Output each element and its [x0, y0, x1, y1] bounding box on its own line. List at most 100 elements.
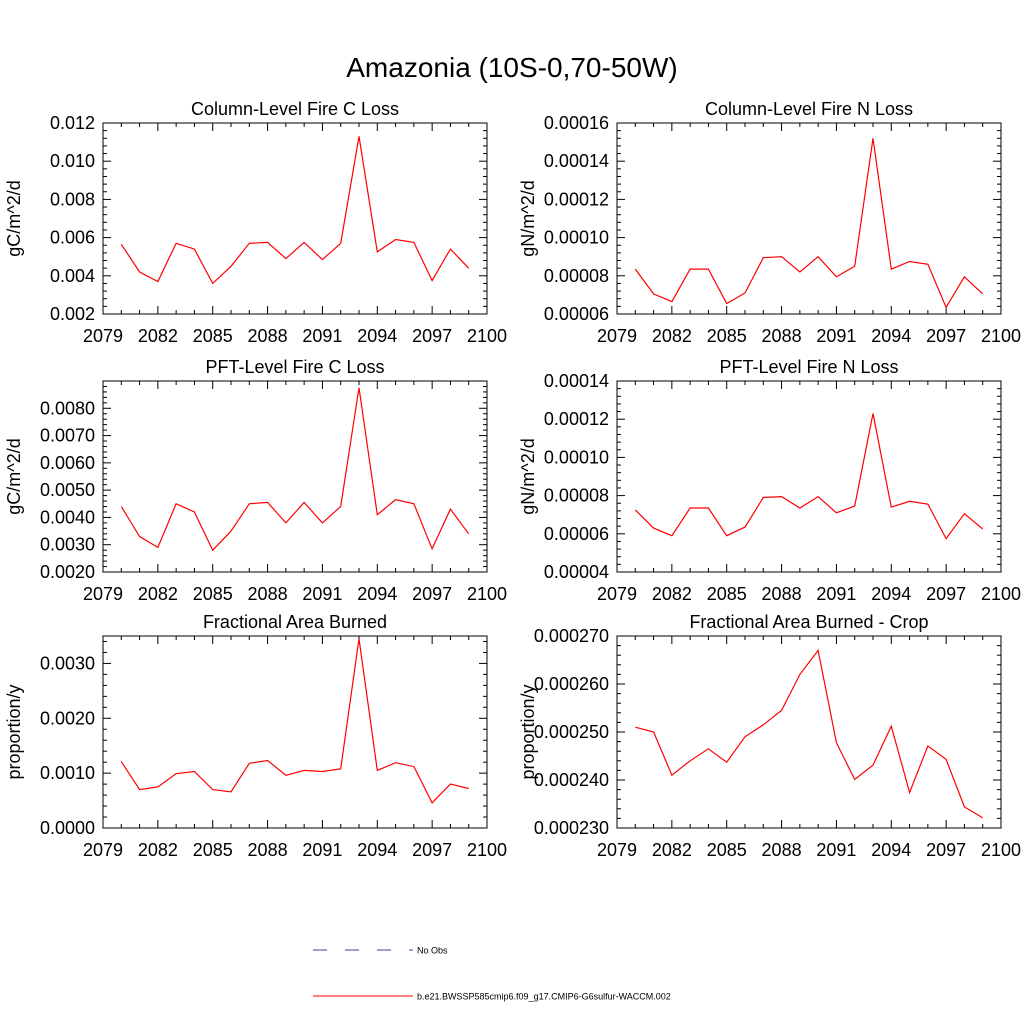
y-tick-label: 0.006: [50, 228, 95, 248]
series-line: [635, 648, 984, 819]
x-tick-label: 2079: [597, 326, 637, 346]
legend-label-2: b.e21.BWSSP585cmip6.f09_g17.CMIP6-G6sulf…: [417, 992, 671, 1002]
chart-panel-6: Fractional Area Burned - Crop proportion/…: [518, 612, 1021, 860]
series-line: [120, 136, 470, 285]
y-tick-label: 0.000240: [534, 770, 609, 790]
y-axis-label: gN/m^2/d: [518, 180, 538, 256]
figure-title: Amazonia (10S-0,70-50W): [346, 52, 677, 83]
x-tick-label: 2079: [83, 584, 123, 604]
x-tick-label: 2097: [412, 584, 452, 604]
x-tick-label: 2094: [357, 584, 397, 604]
plot-frame: [616, 122, 1002, 315]
x-tick-label: 2091: [302, 584, 342, 604]
x-tick-label: 2097: [926, 326, 966, 346]
x-tick-label: 2082: [652, 840, 692, 860]
x-tick-label: 2085: [707, 326, 747, 346]
x-tick-label: 2082: [138, 840, 178, 860]
plot-frame: [102, 380, 488, 573]
y-tick-label: 0.00006: [544, 304, 609, 324]
y-tick-label: 0.0050: [40, 480, 95, 500]
y-tick-label: 0.0040: [40, 507, 95, 527]
y-tick-label: 0.00010: [544, 447, 609, 467]
chart-title: PFT-Level Fire C Loss: [205, 357, 384, 377]
x-tick-label: 2085: [707, 840, 747, 860]
y-tick-label: 0.00008: [544, 266, 609, 286]
x-tick-label: 2079: [597, 840, 637, 860]
x-tick-label: 2091: [302, 326, 342, 346]
x-tick-label: 2097: [412, 326, 452, 346]
x-tick-label: 2091: [816, 584, 856, 604]
x-tick-label: 2100: [467, 326, 507, 346]
y-tick-label: 0.00008: [544, 486, 609, 506]
x-tick-label: 2088: [762, 584, 802, 604]
plot-frame: [102, 122, 488, 315]
x-tick-label: 2097: [926, 584, 966, 604]
x-tick-label: 2094: [357, 840, 397, 860]
y-tick-label: 0.000260: [534, 674, 609, 694]
x-tick-label: 2094: [871, 584, 911, 604]
y-tick-label: 0.00010: [544, 228, 609, 248]
x-tick-label: 2094: [871, 326, 911, 346]
legend: No Obs b.e21.BWSSP585cmip6.f09_g17.CMIP6-…: [313, 946, 671, 1002]
y-tick-label: 0.000250: [534, 722, 609, 742]
x-tick-label: 2100: [467, 584, 507, 604]
series-line: [120, 387, 470, 552]
x-tick-label: 2082: [652, 584, 692, 604]
x-tick-label: 2088: [248, 326, 288, 346]
chart-title: Fractional Area Burned: [203, 612, 387, 632]
plot-frame: [616, 380, 1002, 573]
y-axis-label: proportion/y: [4, 684, 24, 779]
y-tick-label: 0.0080: [40, 398, 95, 418]
series-line: [634, 138, 984, 309]
x-tick-label: 2088: [762, 840, 802, 860]
x-tick-label: 2085: [193, 840, 233, 860]
y-tick-label: 0.004: [50, 266, 95, 286]
x-tick-label: 2079: [83, 326, 123, 346]
y-tick-label: 0.012: [50, 113, 95, 133]
y-axis-label: gN/m^2/d: [518, 438, 538, 514]
x-tick-label: 2097: [412, 840, 452, 860]
chart-panel-4: PFT-Level Fire N Loss gN/m^2/d 2079 2082 208…: [518, 357, 1021, 604]
x-tick-label: 2100: [467, 840, 507, 860]
x-tick-label: 2088: [248, 840, 288, 860]
x-tick-label: 2085: [193, 326, 233, 346]
panels: Column-Level Fire C Loss gC/m^2/d 2079 2082…: [4, 99, 1021, 860]
y-tick-label: 0.0070: [40, 426, 95, 446]
y-tick-label: 0.000230: [534, 818, 609, 838]
legend-label-1: No Obs: [417, 946, 448, 956]
y-tick-label: 0.008: [50, 189, 95, 209]
x-tick-label: 2079: [597, 584, 637, 604]
y-tick-label: 0.0000: [40, 818, 95, 838]
y-tick-label: 0.0060: [40, 453, 95, 473]
chart-panel-1: Column-Level Fire C Loss gC/m^2/d 2079 2082…: [4, 99, 507, 346]
y-tick-label: 0.00016: [544, 113, 609, 133]
y-tick-label: 0.000270: [534, 626, 609, 646]
series-line: [120, 638, 469, 804]
y-tick-label: 0.0020: [40, 708, 95, 728]
x-tick-label: 2085: [193, 584, 233, 604]
x-tick-label: 2091: [302, 840, 342, 860]
x-tick-label: 2097: [926, 840, 966, 860]
y-tick-label: 0.010: [50, 151, 95, 171]
x-tick-label: 2100: [981, 584, 1021, 604]
x-tick-label: 2091: [816, 840, 856, 860]
x-tick-label: 2094: [357, 326, 397, 346]
y-axis-label: proportion/y: [518, 684, 538, 779]
x-tick-label: 2091: [816, 326, 856, 346]
series-line: [634, 413, 984, 540]
x-tick-label: 2079: [83, 840, 123, 860]
y-axis-label: gC/m^2/d: [4, 180, 24, 256]
x-tick-label: 2082: [138, 584, 178, 604]
x-tick-label: 2094: [871, 840, 911, 860]
chart-panel-3: PFT-Level Fire C Loss gC/m^2/d 2079 2082 208…: [4, 357, 507, 604]
chart-title: PFT-Level Fire N Loss: [719, 357, 898, 377]
chart-title: Column-Level Fire C Loss: [191, 99, 399, 119]
x-tick-label: 2100: [981, 840, 1021, 860]
y-axis-label: gC/m^2/d: [4, 438, 24, 514]
y-tick-label: 0.00012: [544, 189, 609, 209]
y-tick-label: 0.00014: [544, 151, 609, 171]
y-tick-label: 0.00014: [544, 371, 609, 391]
chart-title: Column-Level Fire N Loss: [705, 99, 913, 119]
x-tick-label: 2085: [707, 584, 747, 604]
